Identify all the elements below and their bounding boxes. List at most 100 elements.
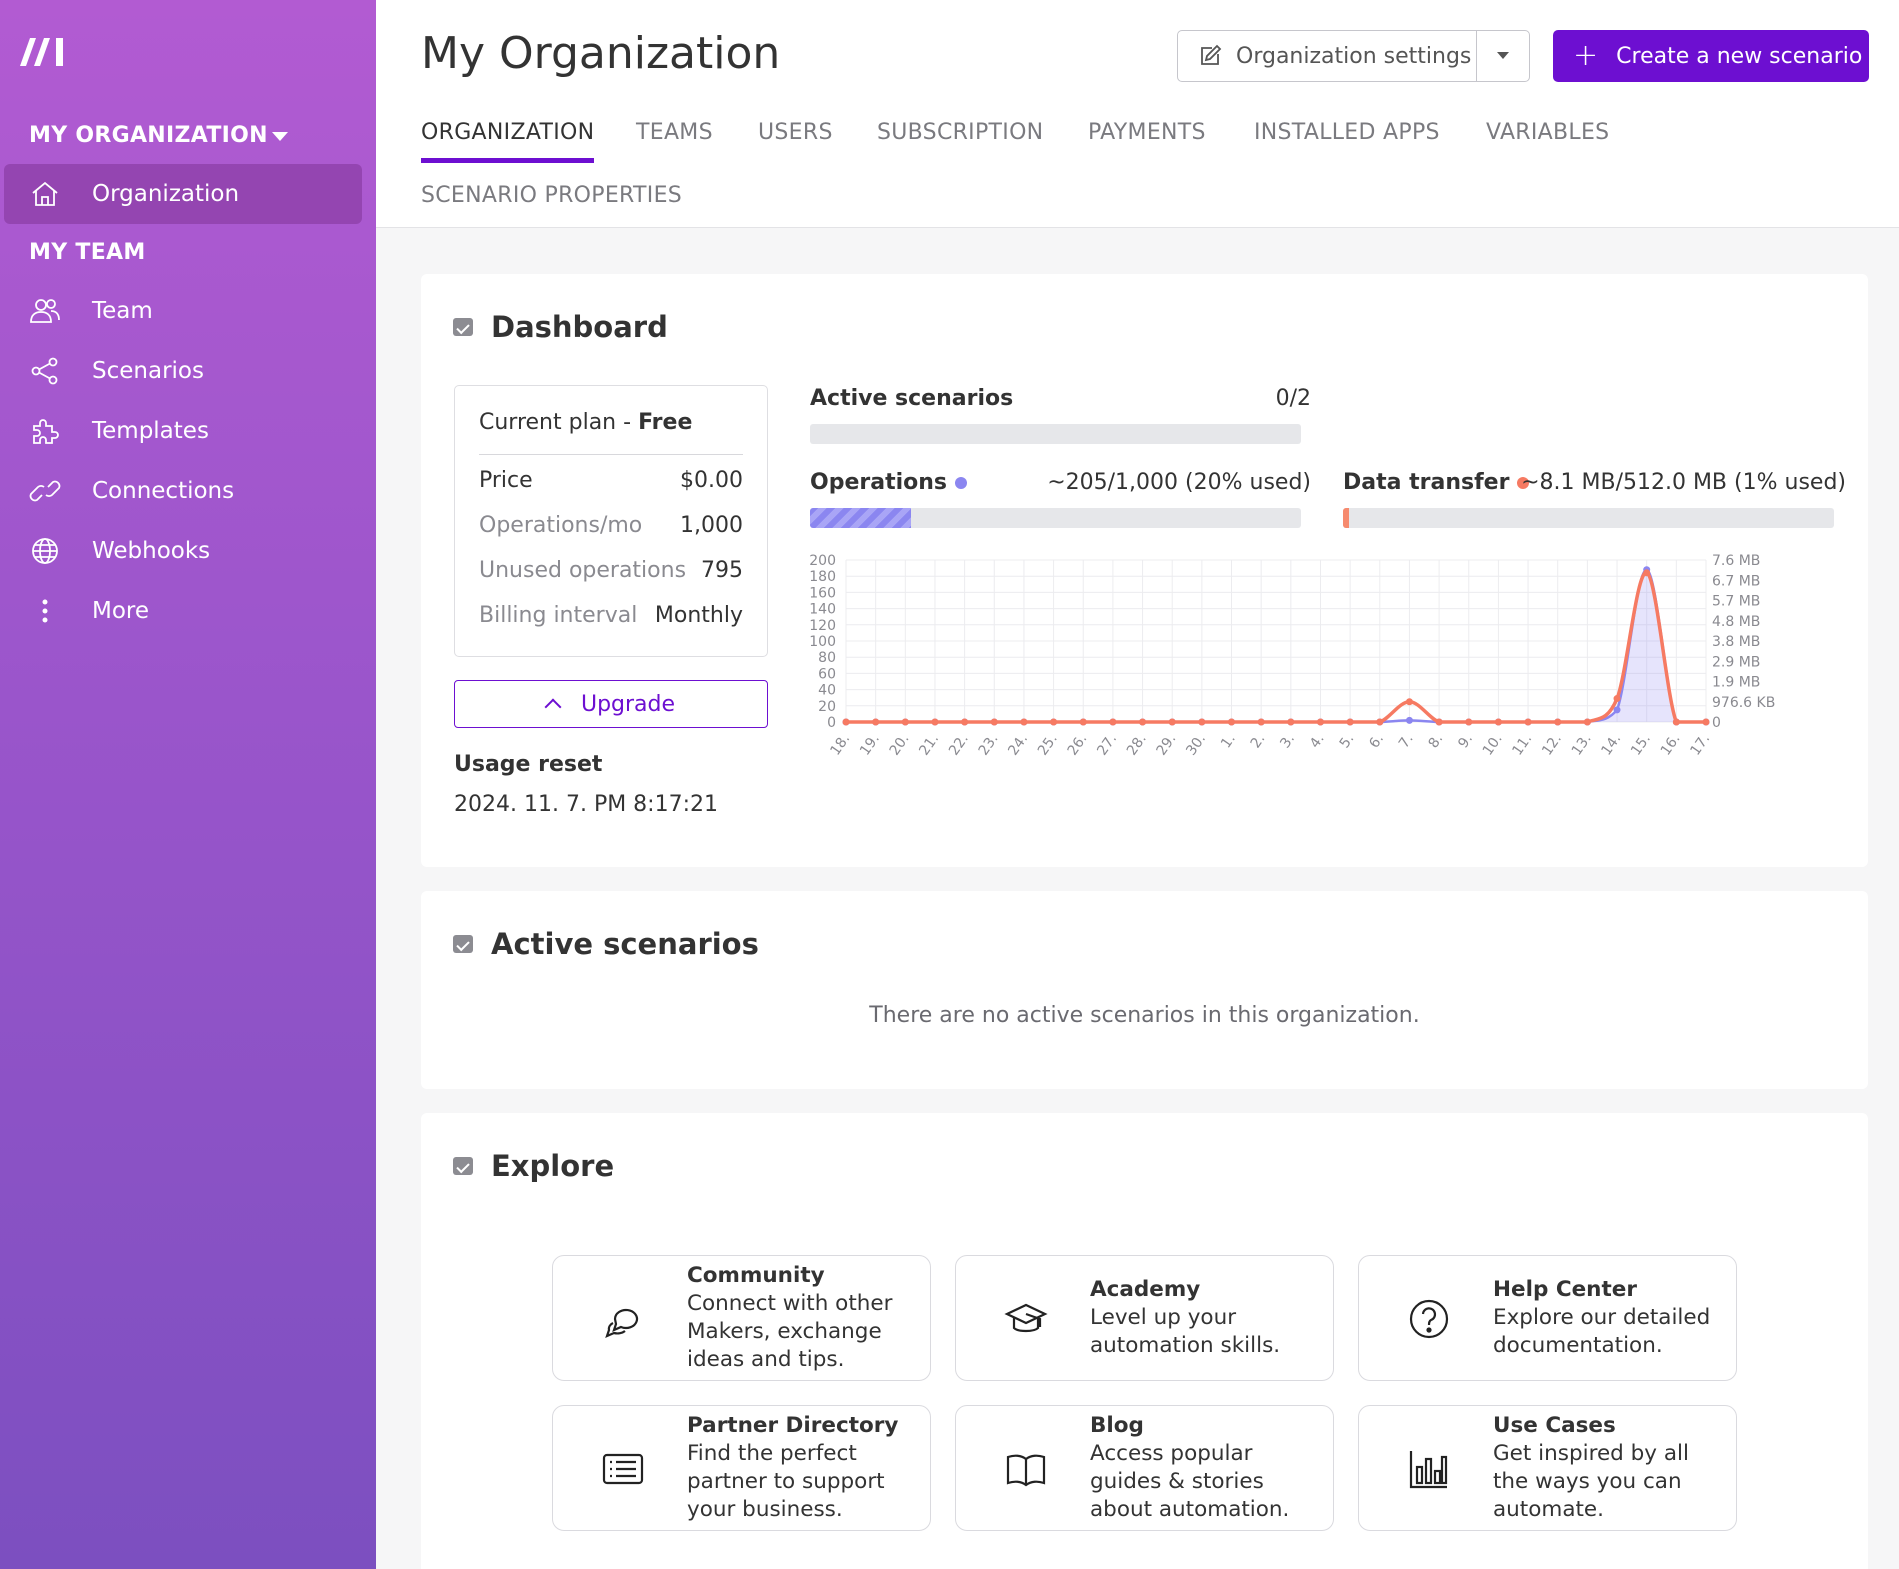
puzzle-icon [28,414,62,448]
tab-users[interactable]: USERS [758,120,833,145]
create-scenario-button[interactable]: + Create a new scenario [1553,30,1869,82]
empty-state-message: There are no active scenarios in this or… [869,1003,1420,1028]
question-circle-icon [1409,1299,1449,1339]
sidebar-item-connections[interactable]: Connections [4,461,362,521]
sidebar-item-label: Team [92,298,153,324]
x-tick-label: 21. [916,731,942,758]
sidebar-item-webhooks[interactable]: Webhooks [4,521,362,581]
usage-reset-value: 2024. 11. 7. PM 8:17:21 [454,792,718,817]
plan-row-key: Billing interval [479,603,638,628]
tab-teams[interactable]: TEAMS [636,120,713,145]
x-tick-label: 15. [1628,731,1654,758]
org-switcher-label: MY ORGANIZATION [29,123,268,148]
y-left-tick-label: 60 [818,666,836,682]
tab-installed-apps[interactable]: INSTALLED APPS [1254,120,1440,145]
sidebar-item-organization[interactable]: Organization [4,164,362,224]
create-scenario-label: Create a new scenario [1616,43,1863,69]
x-tick-label: 18. [827,731,853,758]
plan-row-key: Unused operations [479,558,687,583]
x-tick-label: 12. [1539,731,1565,758]
data-transfer-point [872,718,880,726]
tile-description: Find the perfect partner to support your… [687,1441,885,1522]
plan-row-value: 1,000 [680,513,743,538]
globe-icon [28,534,62,568]
x-tick-label: 9. [1455,731,1476,751]
explore-tile-blog[interactable]: Blog Access popular guides & stories abou… [955,1405,1334,1531]
data-transfer-point [1316,718,1324,726]
bar-chart-icon [1409,1451,1448,1489]
data-transfer-point [1020,718,1028,726]
explore-tile-community[interactable]: Community Connect with other Makers, exch… [552,1255,931,1381]
tab-scenario-properties[interactable]: SCENARIO PROPERTIES [421,183,683,208]
stat-label-text: Active scenarios [810,386,1014,411]
operations-area [846,569,1706,722]
plus-icon: + [1573,38,1599,73]
stat-label-text: Operations [810,470,947,495]
y-left-tick-label: 40 [818,683,836,699]
x-tick-label: 19. [857,731,883,758]
data-transfer-point [1465,718,1473,726]
explore-card: Explore Community Connect with other Make… [421,1113,1868,1569]
data-transfer-point [1554,718,1562,726]
explore-tile-partner-directory[interactable]: Partner Directory Find the perfect partne… [552,1405,931,1531]
data-transfer-point [1168,718,1176,726]
make-logo[interactable] [18,32,72,68]
data-transfer-point [1228,718,1236,726]
data-transfer-point [1405,698,1413,706]
settings-dropdown-button[interactable] [1476,30,1530,82]
data-transfer-point [1613,695,1621,703]
plan-row-price: Price $0.00 [479,468,743,493]
plan-row-operations: Operations/mo 1,000 [479,513,743,538]
plan-row-value: Monthly [654,603,743,628]
y-left-tick-label: 80 [818,650,836,666]
explore-tile-help-center[interactable]: Help Center Explore our detailed document… [1358,1255,1737,1381]
operations-bar-fill [810,508,911,528]
plan-row-key: Price [479,468,533,493]
tab-variables[interactable]: VARIABLES [1486,120,1610,145]
plan-row-value: 795 [701,558,743,583]
sidebar-item-label: Scenarios [92,358,204,384]
sidebar-item-label: More [92,598,150,624]
link-icon [28,474,62,508]
explore-tile-academy[interactable]: Academy Level up your automation skills. [955,1255,1334,1381]
sidebar-item-templates[interactable]: Templates [4,401,362,461]
tab-payments[interactable]: PAYMENTS [1088,120,1206,145]
x-tick-label: 7. [1396,731,1417,751]
explore-tile-use-cases[interactable]: Use Cases Get inspired by all the ways yo… [1358,1405,1737,1531]
y-right-tick-label: 3.8 MB [1712,634,1760,650]
org-switcher[interactable]: MY ORGANIZATION [29,123,288,148]
tile-title: Blog [1090,1413,1144,1438]
organization-settings-button[interactable]: Organization settings [1177,30,1477,82]
sidebar-item-team[interactable]: Team [4,281,362,341]
sidebar-item-more[interactable]: More [4,581,362,641]
share-nodes-icon [28,354,62,388]
data-transfer-point [842,718,850,726]
operations-point [1405,716,1413,724]
data-transfer-point [1139,718,1147,726]
operations-bar [810,508,1301,528]
x-tick-label: 27. [1094,731,1120,758]
tab-organization[interactable]: ORGANIZATION [421,120,595,163]
data-transfer-point [1583,718,1591,726]
x-tick-label: 16. [1658,731,1684,758]
active-scenarios-heading: Active scenarios [453,927,759,961]
y-right-tick-label: 6.7 MB [1712,573,1760,589]
caret-down-icon [271,131,288,141]
y-right-tick-label: 5.7 MB [1712,594,1760,610]
dashboard-title: Dashboard [491,310,668,344]
sidebar-item-label: Connections [92,478,235,504]
sidebar-item-scenarios[interactable]: Scenarios [4,341,362,401]
data-transfer-point [1257,718,1265,726]
active-scenarios-title: Active scenarios [491,927,759,961]
y-right-tick-label: 4.8 MB [1712,614,1760,630]
x-tick-label: 14. [1598,731,1624,758]
tile-description: Access popular guides & stories about au… [1090,1441,1290,1522]
x-tick-label: 23. [976,731,1002,758]
x-tick-label: 1. [1218,731,1239,751]
tab-subscription[interactable]: SUBSCRIPTION [877,120,1044,145]
y-right-tick-label: 2.9 MB [1712,654,1760,670]
x-tick-label: 30. [1183,731,1209,758]
data-transfer-stat-value: ~8.1 MB/512.0 MB (1% used) [1521,470,1846,495]
upgrade-button[interactable]: Upgrade [454,680,768,728]
